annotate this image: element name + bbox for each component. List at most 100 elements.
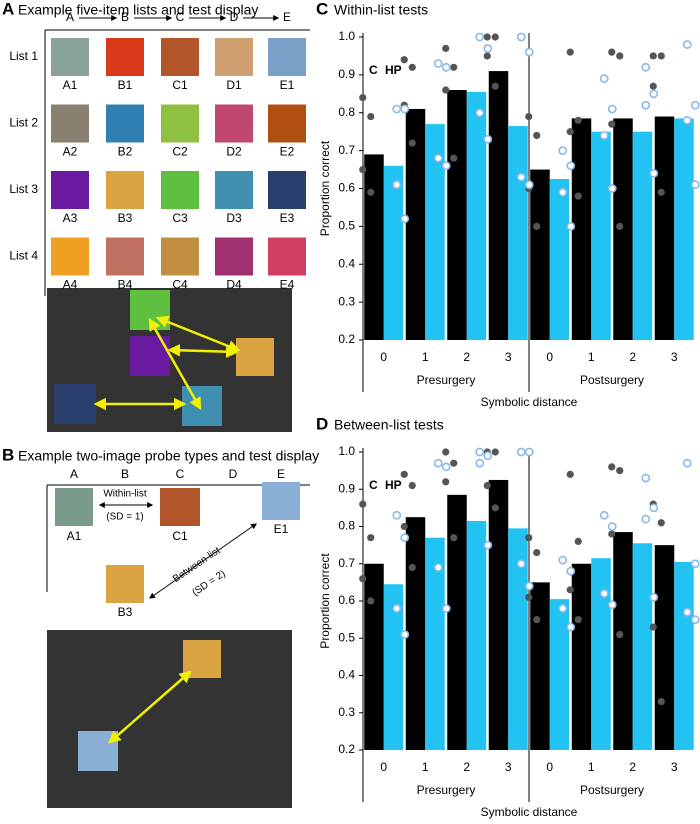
- column-label: A: [70, 467, 78, 481]
- data-point: [682, 458, 692, 468]
- data-point: [408, 63, 416, 71]
- x-tick-label: 0: [380, 760, 387, 774]
- data-point: [442, 86, 450, 94]
- data-point: [475, 32, 485, 42]
- x-tick-label: 3: [505, 350, 512, 364]
- item-label: D4: [226, 278, 242, 292]
- data-point: [442, 448, 450, 456]
- data-point: [524, 581, 534, 591]
- image: [262, 482, 300, 520]
- y-tick-label: 0.6: [338, 181, 355, 195]
- item-label: E2: [280, 145, 295, 159]
- bar: [530, 169, 550, 340]
- data-point: [408, 563, 416, 572]
- data-point: [524, 47, 534, 57]
- image: [106, 565, 144, 603]
- data-point: [392, 604, 402, 613]
- bar: [530, 582, 550, 750]
- bar: [632, 543, 653, 750]
- data-point: [558, 604, 568, 613]
- item-label: B4: [118, 278, 133, 292]
- bar: [425, 124, 445, 340]
- bar: [571, 118, 592, 341]
- panel-letter: B: [2, 445, 14, 464]
- x-tick-label: 2: [463, 350, 470, 364]
- data-point: [433, 153, 443, 163]
- data-point: [641, 473, 651, 483]
- data-point: [533, 222, 541, 230]
- image: [51, 237, 89, 276]
- x-tick-label: 0: [546, 350, 553, 364]
- data-point: [566, 128, 574, 136]
- y-tick-label: 0.2: [338, 332, 355, 346]
- data-point: [359, 575, 367, 583]
- data-point: [566, 586, 574, 594]
- data-point: [516, 559, 526, 569]
- image: [161, 237, 199, 276]
- data-point: [475, 108, 485, 118]
- data-point: [607, 522, 617, 531]
- arrow: [108, 670, 192, 744]
- item-label: A3: [63, 211, 78, 225]
- data-point: [483, 43, 493, 53]
- item-label: B3: [118, 211, 133, 225]
- row-label: List 2: [9, 116, 38, 130]
- data-point: [657, 697, 665, 706]
- column-label: E: [283, 10, 291, 24]
- y-label-group: Proportion correct: [318, 553, 332, 649]
- image: [78, 731, 118, 771]
- group-label: Postsurgery: [580, 783, 644, 797]
- column-label: C: [176, 467, 185, 481]
- x-tick-label: 1: [422, 760, 429, 774]
- panel-title: Example two-image probe types and test d…: [18, 448, 319, 464]
- data-point: [566, 161, 576, 171]
- data-point: [574, 192, 582, 200]
- data-point: [682, 40, 692, 49]
- panel-letter: C: [316, 0, 328, 18]
- image: [51, 171, 89, 209]
- y-label-group: Proportion correct: [318, 140, 332, 236]
- data-point: [359, 165, 367, 174]
- item-label: B3: [118, 605, 133, 619]
- panel-title: Example five-item lists and test display: [18, 2, 258, 18]
- bar: [383, 165, 404, 340]
- y-tick-label: 0.9: [338, 481, 355, 495]
- data-point: [566, 470, 574, 478]
- item-label: B2: [118, 145, 133, 159]
- x-tick-label: 0: [380, 350, 387, 364]
- item-label: A2: [63, 145, 78, 159]
- y-tick-label: 1.0: [338, 444, 355, 458]
- data-point: [483, 451, 493, 461]
- data-point: [599, 589, 609, 598]
- column-label: B: [121, 10, 129, 24]
- image: [161, 38, 199, 76]
- row-label: List 3: [9, 182, 38, 196]
- column-label: C: [176, 10, 185, 24]
- y-tick-label: 1.0: [338, 29, 355, 43]
- data-point: [442, 478, 450, 486]
- data-point: [367, 112, 375, 121]
- x-tick-label: 3: [671, 760, 678, 774]
- data-point: [533, 131, 541, 140]
- data-point: [566, 221, 576, 231]
- item-label: E1: [274, 522, 289, 536]
- data-point: [616, 222, 624, 230]
- column-label: D: [230, 10, 239, 24]
- arrow: [167, 344, 239, 358]
- data-point: [450, 154, 458, 162]
- item-label: A1: [63, 78, 78, 92]
- data-point: [649, 503, 659, 513]
- data-point: [433, 458, 443, 468]
- item-label: E1: [280, 78, 295, 92]
- data-point: [516, 172, 526, 182]
- item-label: C2: [172, 145, 188, 159]
- data-point: [607, 600, 617, 610]
- data-point: [483, 481, 491, 490]
- data-point: [400, 56, 408, 64]
- image: [161, 171, 199, 209]
- image: [236, 338, 274, 376]
- data-point: [392, 180, 402, 190]
- x-tick-label: 2: [629, 760, 636, 774]
- data-point: [400, 522, 408, 531]
- data-point: [641, 100, 651, 110]
